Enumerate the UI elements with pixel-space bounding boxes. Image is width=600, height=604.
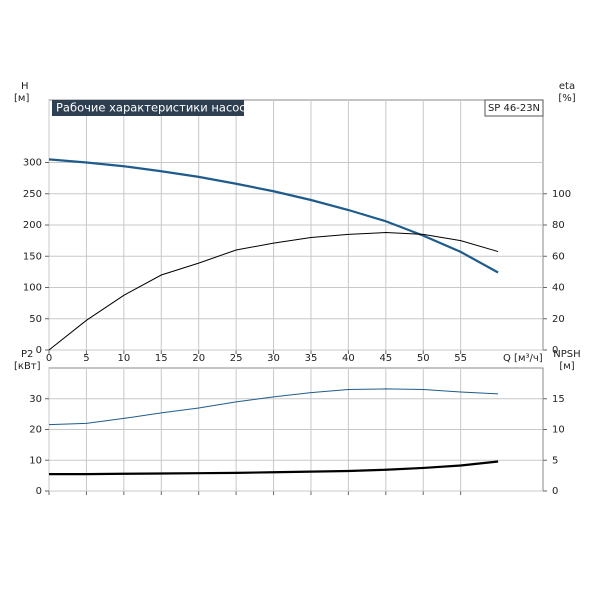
y-tick-label: 0 (36, 345, 42, 356)
title-box (52, 100, 244, 116)
y2-axis-unit: [%] (558, 93, 575, 104)
y2-tick-label: 0 (552, 486, 558, 497)
x-tick-label: 45 (379, 353, 392, 364)
y-tick-label: 30 (29, 394, 42, 405)
y2-tick-label: 10 (552, 425, 565, 436)
model-label: SP 46-23N (488, 103, 540, 114)
y-tick-label: 150 (23, 251, 42, 262)
y-tick-label: 100 (23, 283, 42, 294)
x-tick-label: 5 (83, 353, 89, 364)
y-tick-label: 20 (29, 425, 42, 436)
y-tick-label: 200 (23, 220, 42, 231)
y-tick-label: 10 (29, 455, 42, 466)
curve-npsh (48, 388, 499, 426)
x-tick-label: 15 (155, 353, 168, 364)
y-axis-unit: [кВт] (14, 361, 41, 372)
x-tick-label: 10 (117, 353, 130, 364)
x-tick-label: 35 (305, 353, 318, 364)
y-tick-label: 300 (23, 158, 42, 169)
model-box (484, 99, 544, 117)
x-tick-label: 50 (417, 353, 430, 364)
x-tick-label: 55 (454, 353, 467, 364)
y-tick-label: 50 (29, 314, 42, 325)
y2-tick-label: 0 (552, 345, 558, 356)
y2-axis-label: eta (559, 81, 575, 92)
y-tick-label: 0 (36, 486, 42, 497)
y2-tick-label: 40 (552, 283, 565, 294)
chart-title: Рабочие характеристики насоса (56, 101, 253, 115)
curve-p2 (49, 460, 499, 476)
y2-axis-unit: [м] (559, 361, 574, 372)
x-tick-label: 30 (267, 353, 280, 364)
y2-tick-label: 5 (552, 455, 558, 466)
y2-axis-label: NPSH (553, 349, 580, 360)
x-axis-label: Q [м³/ч] (503, 353, 543, 364)
y2-tick-label: 100 (552, 189, 571, 200)
y-axis-label: P2 (21, 349, 33, 360)
y2-tick-label: 20 (552, 314, 565, 325)
y-axis-label: H (21, 81, 29, 92)
y-axis-unit: [м] (14, 93, 29, 104)
x-tick-label: 0 (46, 353, 52, 364)
x-tick-label: 20 (192, 353, 205, 364)
x-tick-label: 40 (342, 353, 355, 364)
y2-tick-label: 80 (552, 220, 565, 231)
y-tick-label: 250 (23, 189, 42, 200)
y2-tick-label: 60 (552, 251, 565, 262)
curve-h (48, 158, 499, 274)
curve-eta (48, 231, 499, 351)
x-tick-label: 25 (230, 353, 243, 364)
y2-tick-label: 15 (552, 394, 565, 405)
